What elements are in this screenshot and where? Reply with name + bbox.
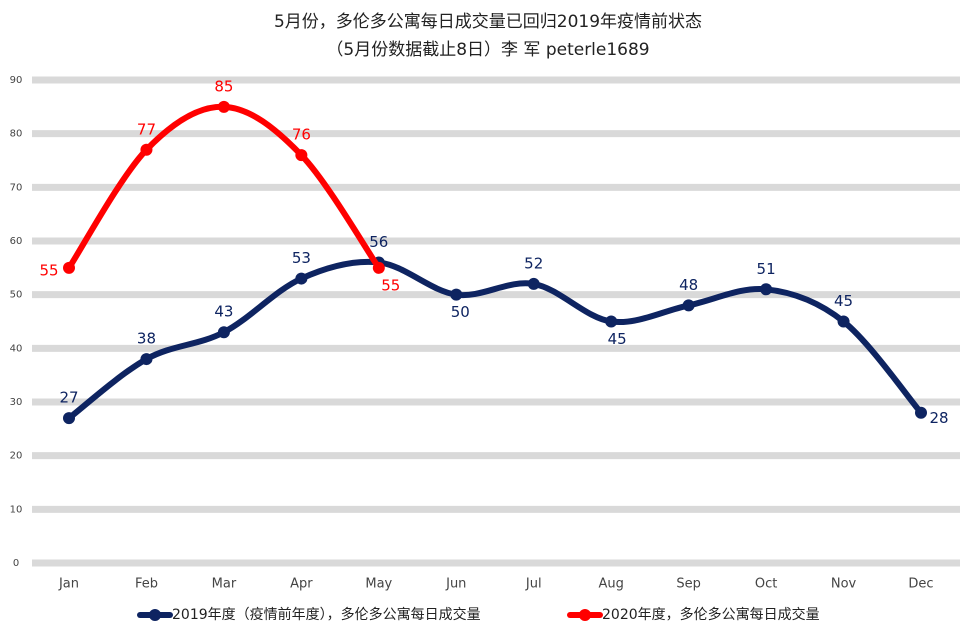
data-point (295, 149, 308, 162)
x-tick-label: Jan (58, 577, 79, 592)
x-tick-label: Feb (135, 577, 158, 592)
data-label: 55 (39, 261, 58, 279)
chart-subtitle: （5月份数据截止8日）李 军 peterle1689 (326, 40, 649, 60)
data-label: 43 (214, 303, 233, 321)
data-label: 51 (757, 260, 776, 278)
y-tick-label: 90 (10, 75, 23, 86)
x-tick-label: Sep (676, 577, 701, 592)
y-tick-label: 30 (10, 397, 23, 408)
y-tick-label: 10 (10, 504, 23, 515)
x-tick-label: Aug (598, 577, 623, 592)
x-tick-label: Apr (290, 577, 313, 592)
data-label: 55 (381, 276, 400, 294)
data-label: 45 (608, 330, 627, 348)
y-tick-label: 60 (10, 236, 23, 247)
x-tick-label: May (365, 577, 392, 592)
data-label: 50 (451, 303, 470, 321)
chart-title: 5月份，多伦多公寓每日成交量已回归2019年疫情前状态 (274, 12, 702, 32)
data-label: 77 (137, 120, 156, 138)
x-tick-label: Jun (445, 577, 466, 592)
data-label: 48 (679, 276, 698, 294)
data-point (527, 277, 540, 290)
data-point (915, 406, 927, 419)
x-tick-label: Nov (831, 577, 857, 592)
data-label: 85 (214, 77, 233, 95)
y-tick-label: 20 (10, 451, 23, 462)
legend-label: 2020年度，多伦多公寓每日成交量 (602, 606, 820, 623)
data-point (605, 315, 618, 328)
data-point (372, 261, 385, 274)
data-label: 28 (929, 409, 948, 427)
x-tick-label: Jul (525, 577, 542, 592)
data-label: 45 (834, 292, 853, 310)
data-point (450, 288, 463, 301)
data-point (760, 283, 773, 296)
legend-marker (579, 609, 591, 621)
y-tick-label: 50 (10, 290, 23, 301)
y-tick-label: 80 (10, 129, 23, 140)
data-label: 52 (524, 254, 543, 272)
data-point (217, 326, 230, 339)
data-point (140, 143, 153, 156)
x-tick-label: Dec (908, 577, 933, 592)
x-tick-label: Mar (212, 577, 237, 592)
data-point (682, 299, 695, 312)
x-tick-label: Oct (755, 577, 777, 592)
legend-label: 2019年度（疫情前年度），多伦多公寓每日成交量 (172, 606, 481, 623)
data-label: 76 (292, 126, 311, 144)
legend-marker (149, 609, 161, 621)
data-label: 53 (292, 249, 311, 267)
data-label: 38 (137, 330, 156, 348)
y-tick-label: 0 (13, 558, 19, 569)
data-point (295, 272, 308, 285)
y-tick-label: 70 (10, 182, 23, 193)
series-line (66, 258, 924, 422)
data-label: 27 (59, 389, 78, 407)
y-tick-label: 40 (10, 343, 23, 354)
data-point (140, 353, 153, 366)
data-point (837, 315, 850, 328)
data-point (63, 261, 75, 274)
data-label: 56 (369, 233, 388, 251)
data-point (63, 412, 75, 425)
data-point (217, 100, 230, 113)
